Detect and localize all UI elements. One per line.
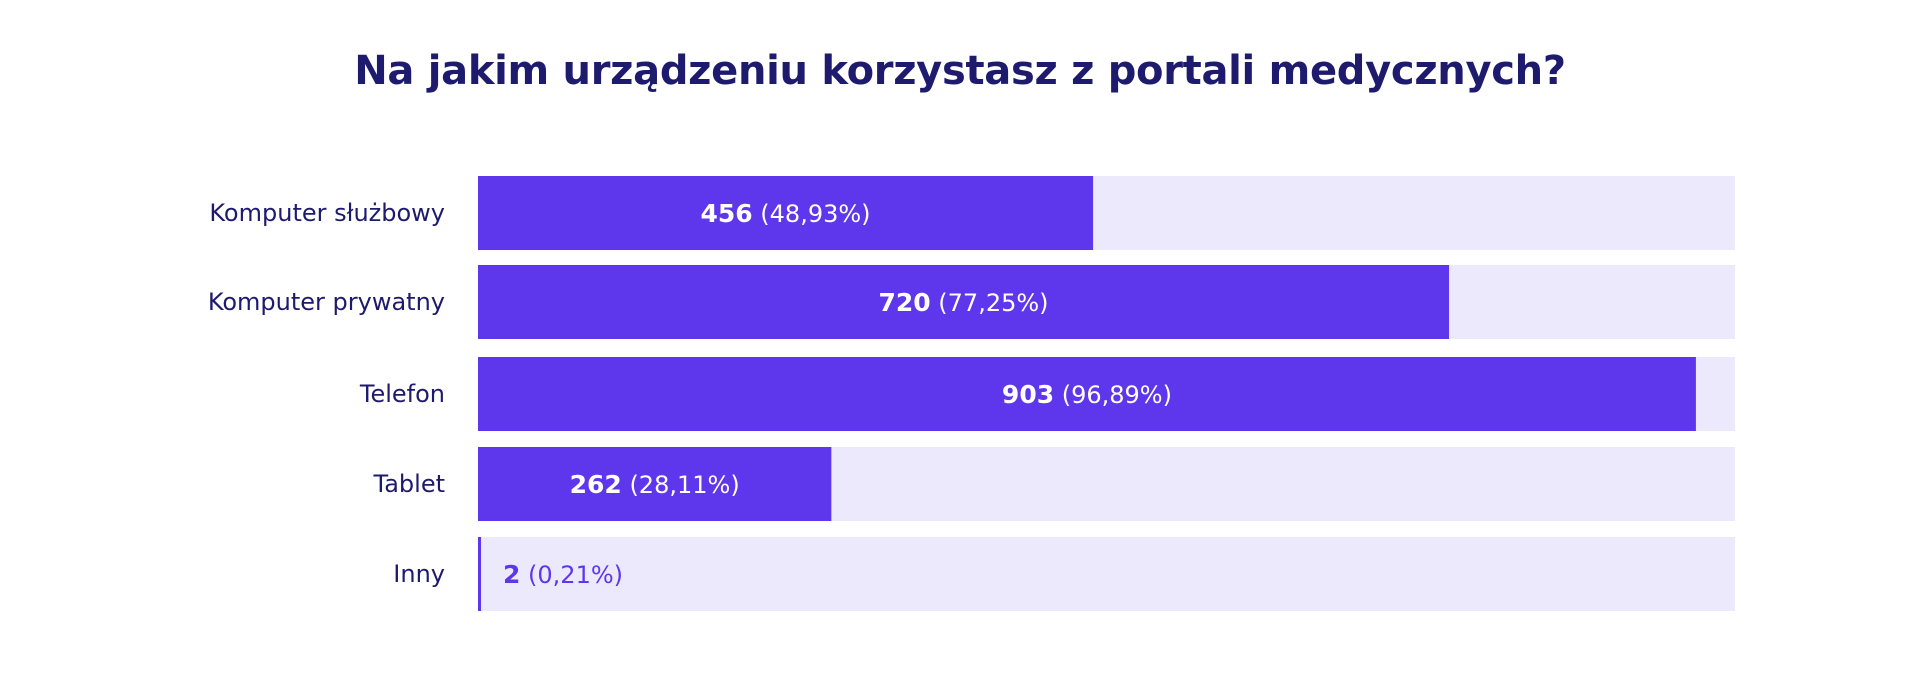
data-label: 720 (77,25%)	[878, 288, 1048, 317]
bar-row: Tablet 262 (28,11%)	[373, 447, 1735, 521]
chart-title: Na jakim urządzeniu korzystasz z portali…	[354, 48, 1566, 94]
bar-row: Inny 2 (0,21%)	[393, 537, 1735, 611]
data-label-value: 262	[570, 470, 622, 499]
bar	[478, 537, 481, 611]
data-label: 903 (96,89%)	[1002, 380, 1172, 409]
data-label-percent: (96,89%)	[1054, 381, 1172, 409]
bar	[478, 357, 1696, 431]
data-label-percent: (0,21%)	[520, 561, 623, 589]
data-label-value: 720	[878, 288, 930, 317]
data-label-value: 903	[1002, 380, 1054, 409]
data-label-percent: (48,93%)	[753, 200, 871, 228]
category-label: Tablet	[373, 470, 445, 498]
data-label-value: 2	[503, 560, 520, 589]
data-label-percent: (77,25%)	[931, 289, 1049, 317]
data-label-value: 456	[700, 199, 752, 228]
bar	[478, 176, 1094, 250]
bar	[478, 265, 1450, 339]
bar-track	[478, 537, 1735, 611]
data-label-percent: (28,11%)	[622, 471, 740, 499]
category-label: Telefon	[359, 380, 445, 408]
data-label: 456 (48,93%)	[700, 199, 870, 228]
bar-row: Komputer prywatny 720 (77,25%)	[208, 265, 1735, 339]
category-label: Komputer prywatny	[208, 288, 445, 316]
bar-row: Komputer służbowy 456 (48,93%)	[209, 176, 1735, 250]
data-label: 262 (28,11%)	[570, 470, 740, 499]
bar-row: Telefon 903 (96,89%)	[359, 357, 1735, 431]
bar	[478, 447, 832, 521]
data-label: 2 (0,21%)	[503, 560, 623, 589]
category-label: Komputer służbowy	[209, 199, 445, 227]
category-label: Inny	[393, 560, 445, 588]
